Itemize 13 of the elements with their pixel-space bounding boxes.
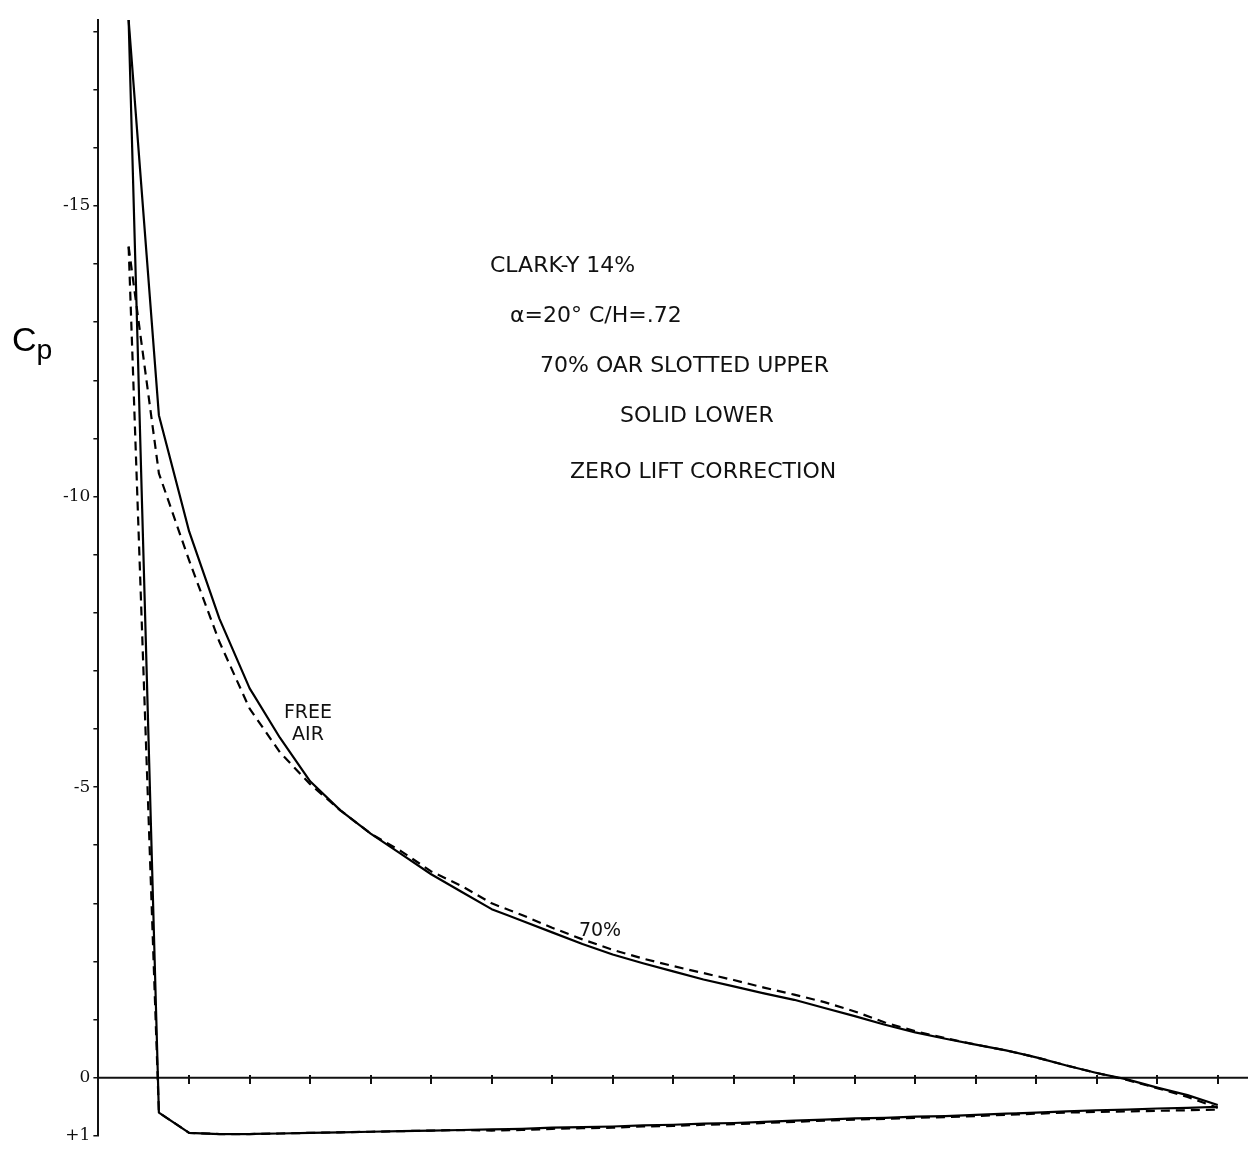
y-tick-label: -5 bbox=[73, 775, 91, 796]
series-label: FREE AIR bbox=[282, 700, 334, 744]
y-tick-label: -10 bbox=[62, 484, 91, 505]
annotation: α=20° C/H=.72 bbox=[510, 301, 683, 329]
y-tick-label: +1 bbox=[65, 1124, 91, 1145]
y-axis-title: C$_{p}$ bbox=[12, 320, 53, 366]
annotation: SOLID LOWER bbox=[620, 401, 775, 429]
y-tick-label: 0 bbox=[79, 1066, 91, 1087]
y-tick-label: -15 bbox=[62, 194, 91, 215]
annotation: 70% OAR SLOTTED UPPER bbox=[540, 351, 831, 379]
annotation: ZERO LIFT CORRECTION bbox=[570, 457, 837, 485]
series-label: 70% bbox=[577, 918, 623, 940]
annotation: CLARK-Y 14% bbox=[490, 251, 637, 279]
